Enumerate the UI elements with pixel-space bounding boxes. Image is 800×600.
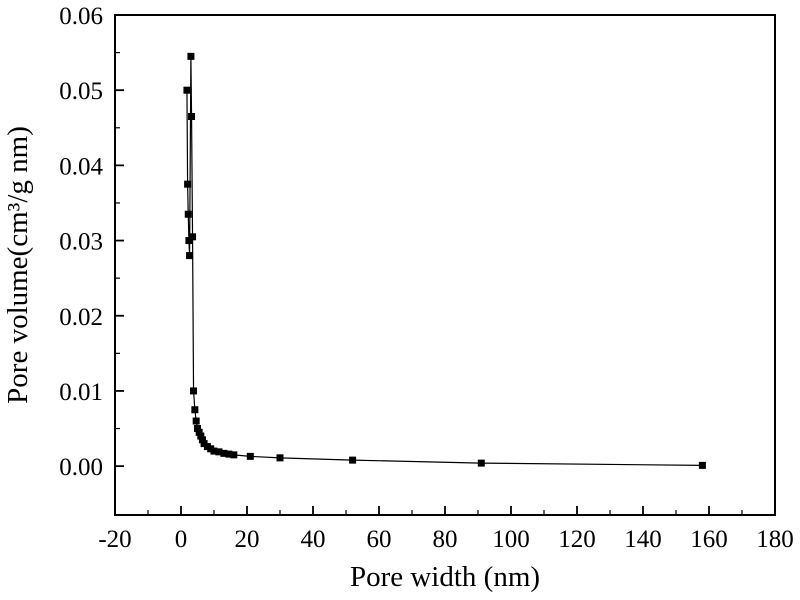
data-point-marker [188, 113, 196, 121]
data-point-marker [197, 432, 205, 440]
plot-frame [114, 14, 776, 516]
data-point-marker [195, 428, 203, 436]
data-point-marker [184, 210, 192, 218]
data-point-marker [194, 425, 201, 433]
x-tick-label: 0 [175, 526, 188, 553]
y-tick-label: 0.04 [59, 153, 103, 180]
x-tick-label: 20 [235, 526, 260, 553]
x-tick-label: 180 [756, 526, 794, 553]
x-tick-label: 60 [367, 526, 392, 553]
data-point-marker [192, 417, 200, 425]
data-point-marker [187, 52, 195, 60]
y-tick-label: 0.05 [59, 78, 103, 105]
data-point-marker [210, 447, 218, 455]
x-tick-label: 120 [558, 526, 596, 553]
series-line [186, 56, 703, 466]
data-point-marker [215, 448, 223, 456]
data-point-marker [220, 449, 228, 457]
x-tick-label: 140 [624, 526, 662, 553]
data-point-marker [276, 454, 284, 462]
y-tick-label: 0.00 [59, 454, 103, 481]
data-point-marker [246, 452, 254, 460]
data-point-marker [230, 451, 238, 459]
data-point-marker [191, 406, 199, 414]
x-tick-label: 40 [301, 526, 326, 553]
x-tick-label: 100 [492, 526, 530, 553]
y-tick-label: 0.06 [59, 3, 103, 30]
data-point-marker [185, 237, 193, 245]
data-point-marker [698, 461, 706, 469]
y-tick-label: 0.02 [59, 304, 103, 331]
data-point-marker [186, 252, 194, 260]
x-tick-label: 160 [690, 526, 728, 553]
x-tick-label: 80 [433, 526, 458, 553]
x-axis-title: Pore width (nm) [350, 561, 540, 593]
y-axis-title: Pore volume(cm³/g nm) [2, 126, 34, 404]
data-point-marker [189, 233, 197, 241]
data-point-marker [477, 459, 485, 467]
data-point-marker [349, 456, 357, 464]
y-tick-label: 0.01 [59, 379, 103, 406]
data-point-marker [225, 450, 233, 458]
data-point-marker [183, 86, 191, 94]
data-point-marker [198, 436, 206, 444]
data-point-marker [184, 180, 192, 188]
y-tick-label: 0.03 [59, 229, 103, 256]
data-point-marker [190, 387, 198, 395]
x-tick-label: -20 [98, 526, 131, 553]
